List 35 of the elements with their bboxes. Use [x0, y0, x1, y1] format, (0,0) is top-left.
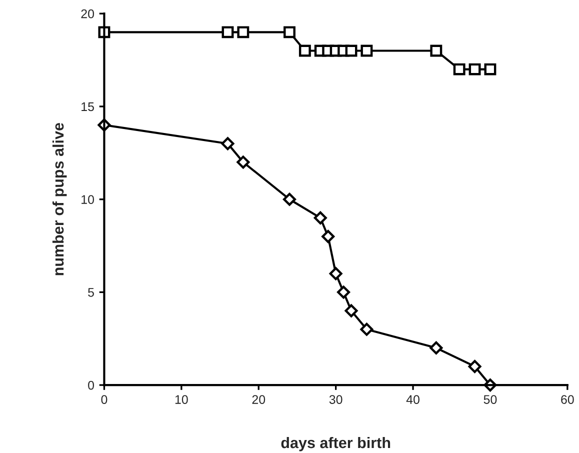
point	[430, 44, 442, 57]
point	[284, 26, 296, 38]
point	[453, 63, 466, 76]
point	[298, 44, 311, 57]
point	[468, 360, 482, 373]
point	[322, 230, 335, 243]
x-tick-label: 20	[252, 395, 266, 404]
point	[237, 26, 250, 38]
point	[221, 137, 234, 150]
point	[360, 322, 374, 336]
x-tick-label: 30	[329, 395, 342, 404]
point	[282, 192, 296, 206]
y-axis-title: number of pups alive	[52, 123, 67, 276]
point	[314, 211, 327, 224]
point	[329, 267, 342, 280]
point	[222, 26, 234, 38]
point	[468, 63, 481, 76]
x-tick-label: 10	[175, 395, 188, 404]
point	[345, 44, 358, 57]
y-tick-label: 15	[82, 102, 94, 112]
point	[337, 286, 350, 299]
y-tick-label: 20	[81, 9, 94, 18]
x-tick-label: 60	[561, 395, 574, 404]
point	[430, 341, 443, 354]
x-axis-title: days after birth	[281, 436, 390, 452]
point	[360, 44, 373, 57]
y-tick-label: 10	[82, 195, 94, 204]
point	[236, 156, 250, 169]
x-tick-label: 40	[406, 395, 420, 404]
point	[484, 63, 496, 76]
y-tick-label: 0	[88, 380, 94, 390]
x-tick-label: 50	[484, 395, 497, 404]
y-tick-label: 5	[88, 288, 94, 297]
x-tick-label: 0	[101, 395, 108, 404]
point	[344, 304, 358, 318]
